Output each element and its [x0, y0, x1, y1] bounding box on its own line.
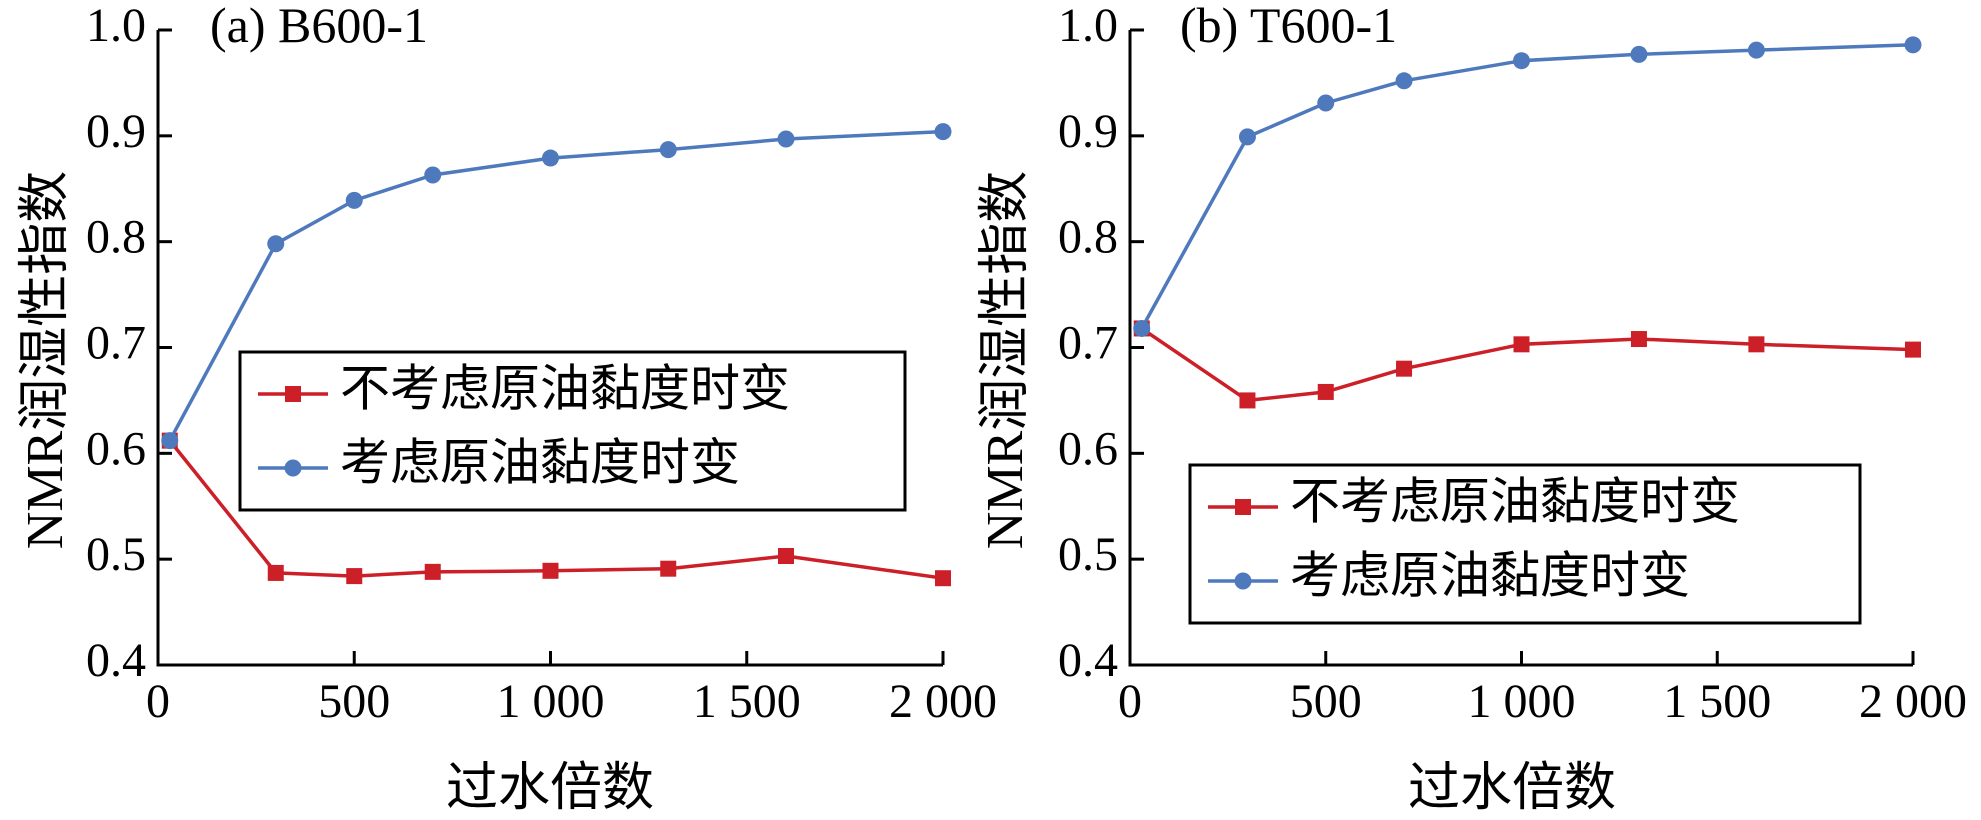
legend-label-b-1: 考虑原油黏度时变 — [1290, 547, 1690, 603]
series-b — [1133, 36, 1922, 409]
data-point-b-0-5 — [1630, 331, 1647, 348]
data-point-b-0-1 — [1239, 392, 1256, 409]
x-tick-label-b-4: 2 000 — [1859, 675, 1967, 728]
data-point-b-1-2 — [1317, 94, 1335, 112]
data-point-b-1-1 — [1238, 128, 1256, 146]
x-axis-title-a: 过水倍数 — [446, 760, 654, 817]
x-tick-label-a-2: 1 000 — [497, 675, 605, 728]
data-point-a-1-7 — [934, 123, 952, 141]
y-tick-label-b-6: 1.0 — [1058, 0, 1118, 52]
x-tick-label-a-1: 500 — [318, 675, 390, 728]
legend-label-a-0: 不考虑原油黏度时变 — [340, 360, 790, 416]
x-tick-label-a-0: 0 — [146, 675, 170, 728]
y-tick-label-a-3: 0.7 — [86, 317, 146, 370]
data-point-a-0-3 — [424, 563, 441, 580]
data-point-a-1-5 — [659, 141, 677, 159]
y-tick-label-a-0: 0.4 — [86, 634, 146, 687]
x-tick-label-b-3: 1 500 — [1663, 675, 1771, 728]
data-point-a-1-1 — [267, 235, 285, 253]
data-point-b-0-6 — [1748, 336, 1765, 353]
legend-marker-a-1 — [284, 459, 302, 477]
data-point-b-1-3 — [1395, 72, 1413, 90]
data-point-b-0-3 — [1396, 360, 1413, 377]
data-point-a-0-7 — [935, 570, 951, 587]
y-axis-title-b: NMR润湿性指数 — [977, 171, 1034, 549]
x-tick-label-b-1: 500 — [1290, 675, 1362, 728]
axes-frame-b — [1128, 30, 1913, 667]
data-point-b-1-6 — [1747, 41, 1765, 59]
series-line-b-0 — [1140, 327, 1914, 403]
y-tick-label-b-1: 0.5 — [1058, 528, 1118, 581]
legend-marker-b-1 — [1234, 572, 1252, 590]
chart-panel-b: NMR润湿性指数 过水倍数 (b) T600-1 0.4 0.5 0.6 0.7 0.8… — [977, 0, 1967, 817]
data-point-a-0-2 — [346, 568, 363, 585]
legend-box-b — [1188, 463, 1862, 625]
series-line-b-1 — [1140, 43, 1914, 330]
series-line-a-0 — [168, 439, 944, 580]
y-tick-label-b-0: 0.4 — [1058, 634, 1118, 687]
panel-title-a: (a) B600-1 — [210, 0, 428, 53]
series-a — [161, 123, 952, 587]
data-point-a-1-2 — [345, 191, 363, 209]
data-point-a-1-4 — [542, 149, 559, 167]
data-point-a-1-3 — [424, 166, 442, 184]
legend-box-a — [238, 350, 907, 512]
ticks-a: 0.4 0.5 0.6 0.7 0.8 0.9 1.0 0 500 1 000 1 500 2 000 — [86, 0, 997, 728]
panel-title-b: (b) T600-1 — [1180, 0, 1397, 53]
y-tick-label-b-3: 0.7 — [1058, 317, 1118, 370]
data-point-a-1-6 — [777, 130, 795, 148]
y-tick-label-a-2: 0.6 — [86, 422, 146, 475]
y-tick-label-b-5: 0.9 — [1058, 105, 1118, 158]
x-tick-label-b-2: 1 000 — [1468, 675, 1576, 728]
data-point-b-1-0 — [1133, 319, 1151, 337]
y-tick-label-b-2: 0.6 — [1058, 422, 1118, 475]
y-tick-label-a-5: 0.9 — [86, 105, 146, 158]
data-point-b-1-5 — [1630, 45, 1648, 63]
y-axis-title-a: NMR润湿性指数 — [17, 171, 74, 549]
legend-marker-b-0 — [1235, 499, 1251, 515]
data-point-a-0-6 — [778, 547, 794, 564]
data-point-b-0-4 — [1513, 336, 1530, 353]
legend-label-a-1: 考虑原油黏度时变 — [340, 434, 740, 490]
y-tick-label-a-1: 0.5 — [86, 528, 146, 581]
data-point-b-0-2 — [1317, 383, 1334, 400]
data-point-a-0-4 — [542, 562, 559, 579]
x-tick-label-a-4: 2 000 — [889, 675, 997, 728]
y-tick-label-a-6: 1.0 — [86, 0, 146, 52]
data-point-a-0-5 — [660, 560, 677, 577]
ticks-b: 0.4 0.5 0.6 0.7 0.8 0.9 1.0 0 500 1 000 1 500 2 000 — [1058, 0, 1967, 728]
x-tick-label-b-0: 0 — [1118, 675, 1142, 728]
data-point-a-0-1 — [267, 564, 284, 581]
legend-marker-a-0 — [285, 386, 301, 402]
data-point-a-1-0 — [161, 432, 179, 450]
series-line-a-1 — [168, 129, 944, 442]
y-tick-label-a-4: 0.8 — [86, 211, 146, 264]
data-point-b-0-7 — [1905, 341, 1921, 358]
data-point-b-1-4 — [1513, 52, 1530, 70]
x-tick-label-a-3: 1 500 — [693, 675, 801, 728]
x-axis-title-b: 过水倍数 — [1408, 760, 1616, 817]
axes-frame-a — [156, 30, 943, 667]
legend-label-b-0: 不考虑原油黏度时变 — [1290, 473, 1740, 529]
y-tick-label-b-4: 0.8 — [1058, 211, 1118, 264]
chart-panel-a: NMR润湿性指数 过水倍数 (a) B600-1 0.4 0.5 0.6 0.7 0.8… — [17, 0, 997, 817]
data-point-b-1-7 — [1904, 36, 1922, 54]
